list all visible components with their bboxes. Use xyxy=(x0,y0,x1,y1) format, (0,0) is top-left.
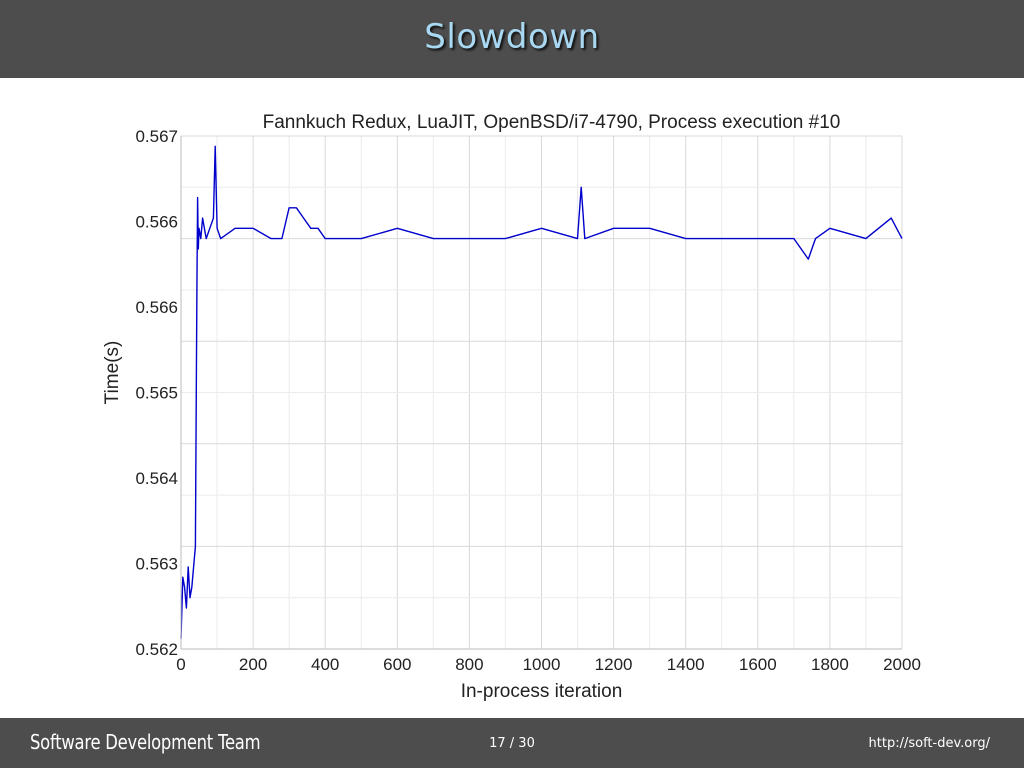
x-tick-label: 1000 xyxy=(523,655,561,674)
y-tick-label: 0.566 xyxy=(135,298,178,317)
y-tick-label: 0.566 xyxy=(135,213,178,232)
footer-url: http://soft-dev.org/ xyxy=(868,736,990,751)
slide-header: Slowdown xyxy=(0,0,1024,78)
x-tick-label: 2000 xyxy=(883,655,921,674)
chart-title: Fannkuch Redux, LuaJIT, OpenBSD/i7-4790,… xyxy=(263,112,841,133)
x-tick-label: 600 xyxy=(383,655,411,674)
x-tick-label: 800 xyxy=(455,655,483,674)
x-axis-label: In-process iteration xyxy=(461,681,623,702)
x-tick-label: 1600 xyxy=(739,655,777,674)
x-tick-label: 200 xyxy=(239,655,267,674)
y-tick-label: 0.563 xyxy=(135,555,178,574)
slide-title: Slowdown xyxy=(424,17,600,57)
y-tick-label: 0.564 xyxy=(135,469,178,488)
y-tick-label: 0.567 xyxy=(135,127,178,146)
page-indicator: 17 / 30 xyxy=(489,736,535,751)
y-tick-label: 0.562 xyxy=(135,640,178,659)
x-tick-label: 1200 xyxy=(595,655,633,674)
series-line xyxy=(180,145,903,639)
footer-team-name: Software Development Team xyxy=(30,730,261,754)
y-tick-label: 0.565 xyxy=(135,384,178,403)
line-chart: 0 200 400 600 800 1000 1200 1400 1600 1800 2000 0.5… xyxy=(102,112,921,702)
x-tick-label: 0 xyxy=(176,655,185,674)
slide-footer: Software Development Team 17 / 30 http:/… xyxy=(0,718,1024,768)
x-tick-label: 1400 xyxy=(667,655,705,674)
y-axis-label: Time(s) xyxy=(102,341,123,405)
x-tick-label: 400 xyxy=(311,655,339,674)
x-tick-label: 1800 xyxy=(811,655,849,674)
